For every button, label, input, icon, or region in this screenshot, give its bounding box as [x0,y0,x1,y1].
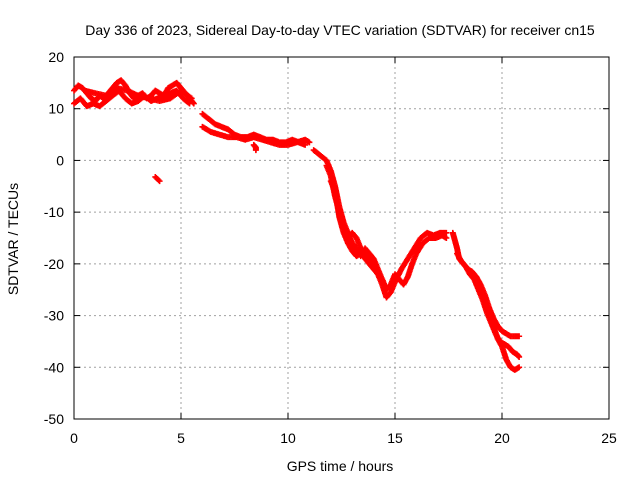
y-tick-label: -50 [44,411,64,427]
axis-ticks [73,56,610,420]
y-tick-label: 20 [48,49,64,65]
x-tick-label: 0 [70,430,78,446]
data-point [443,235,450,241]
data-point [302,141,309,148]
y-tick-label: 10 [48,101,64,117]
x-tick-label: 25 [601,430,617,446]
y-tick-label: -40 [44,359,64,375]
data-point [156,178,163,185]
data-point [187,94,194,101]
x-tick-label: 15 [387,430,403,446]
data-point [383,286,390,293]
x-tick-label: 10 [280,430,296,446]
y-tick-label: -10 [44,204,64,220]
data-point [185,99,192,106]
data-points [71,77,523,373]
data-point [516,364,523,371]
y-tick-label: -30 [44,308,64,324]
y-tick-label: -20 [44,256,64,272]
data-point [188,95,195,102]
y-tick-label: 0 [56,152,64,168]
x-axis-label: GPS time / hours [287,458,394,474]
x-tick-label: 20 [494,430,510,446]
data-point [252,147,259,154]
data-point [155,177,162,184]
y-axis-label: SDTVAR / TECUs [5,183,21,295]
data-point [516,333,523,340]
x-tick-label: 5 [177,430,185,446]
data-point [306,139,313,146]
data-point [186,100,193,107]
data-point [443,229,450,236]
chart-title: Day 336 of 2023, Sidereal Day-to-day VTE… [85,22,595,38]
tick-labels: 0 5 10 15 20 25 -50 -40 -30 -20 -10 0 10 20 [44,49,617,446]
plot-frame [73,56,610,420]
data-point [516,353,523,360]
